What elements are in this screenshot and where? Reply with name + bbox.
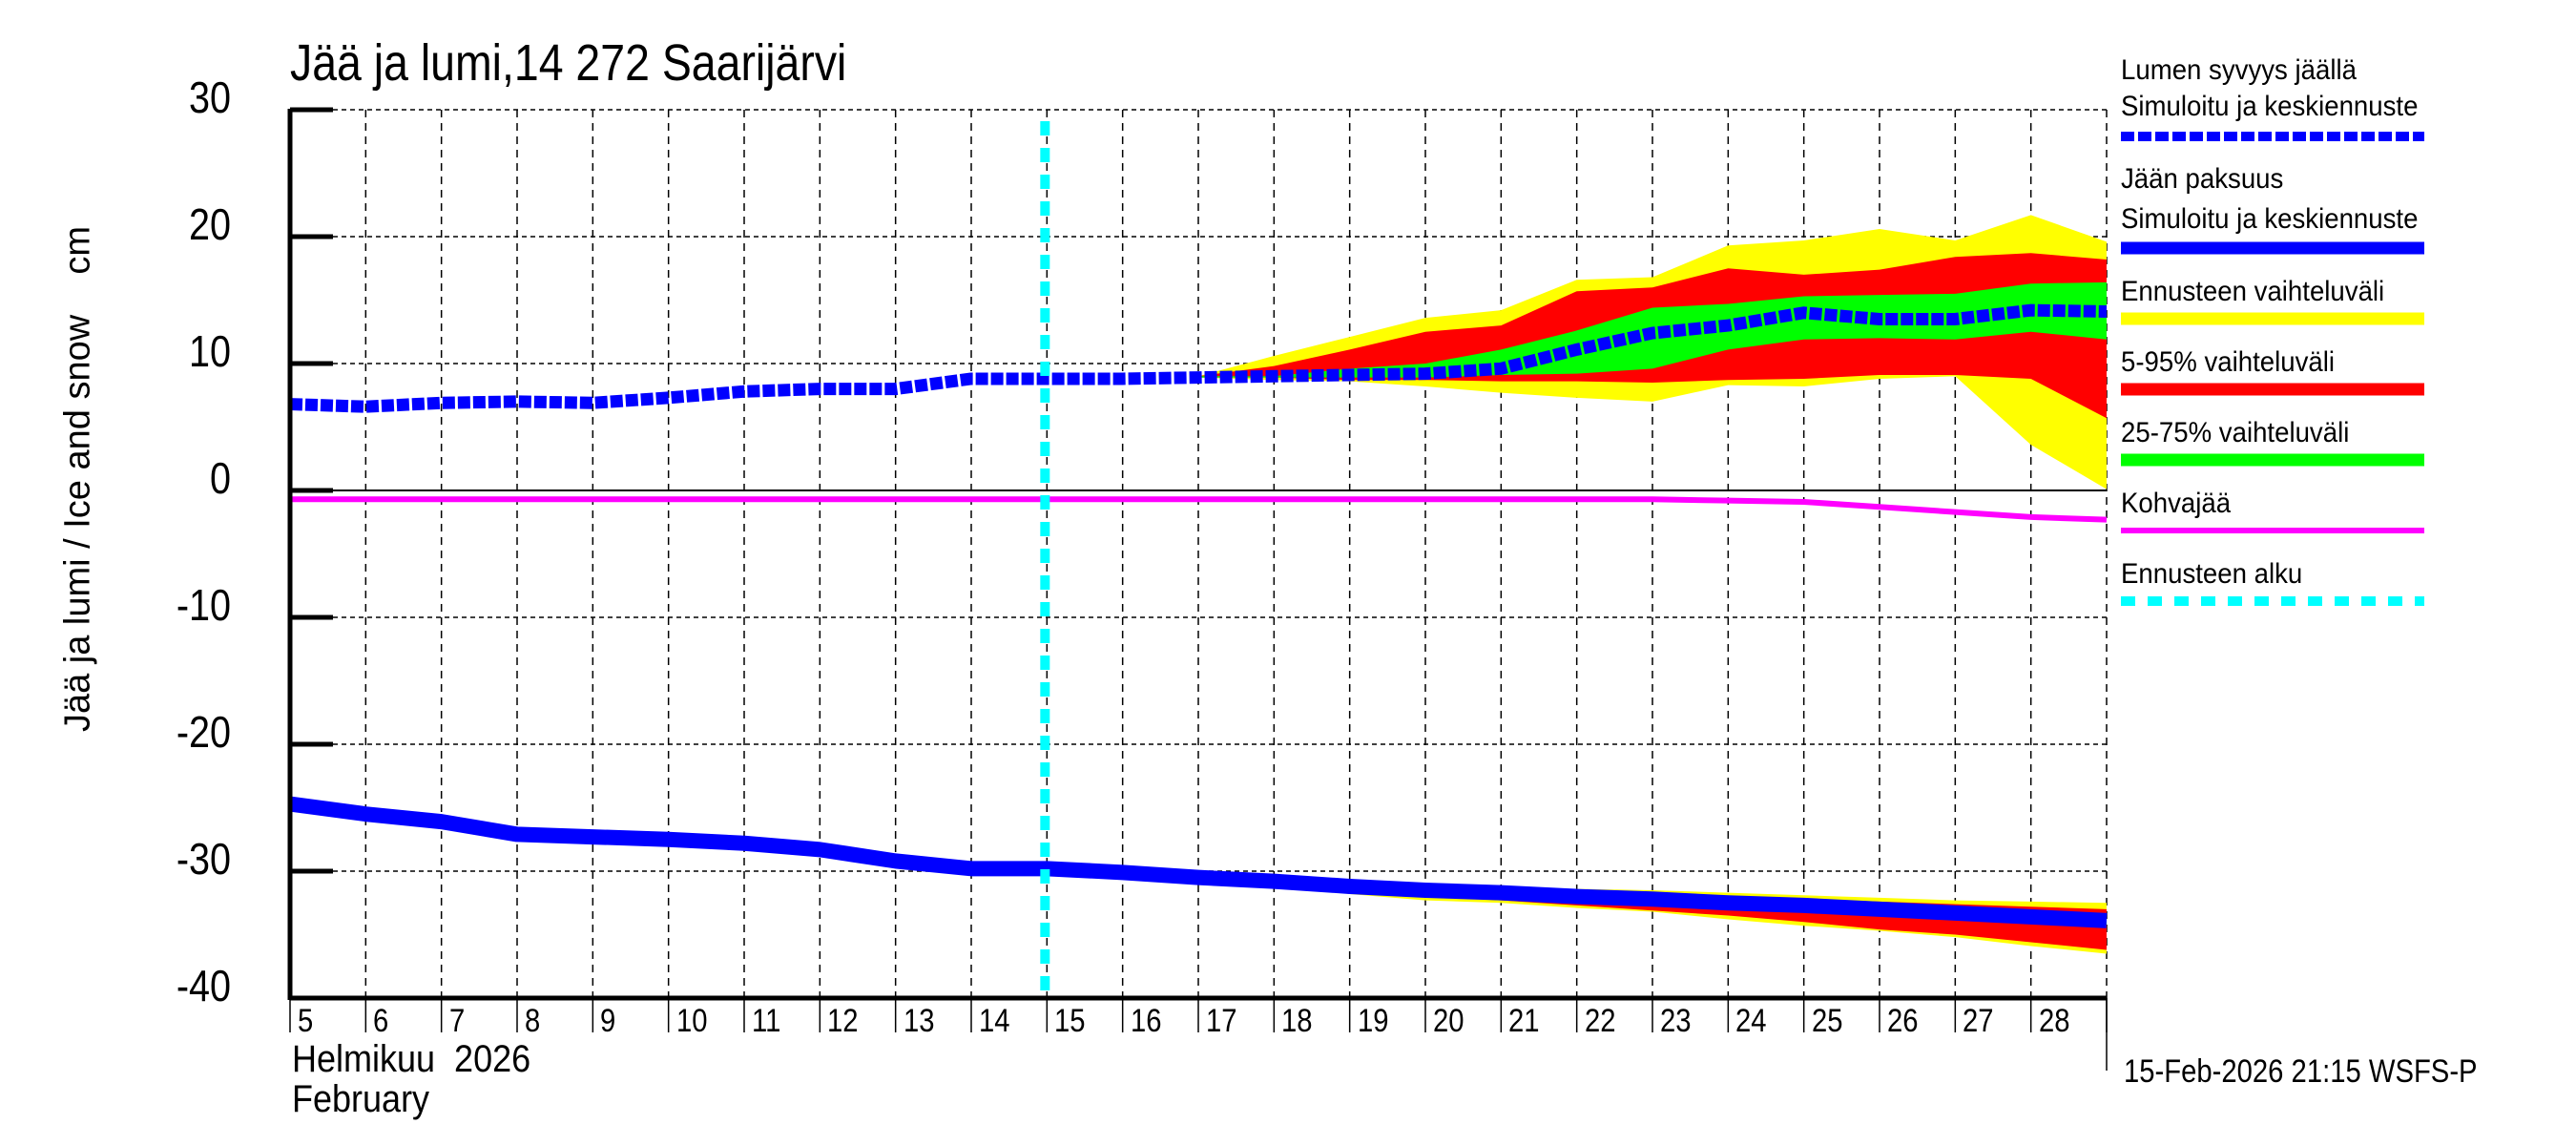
snow-depth-line: [289, 303, 2108, 413]
y-tick-label: 30: [188, 73, 231, 122]
legend-range-label: Ennusteen vaihteluväli: [2121, 276, 2385, 307]
x-tick-label: 14: [979, 1003, 1010, 1039]
x-tick-label: 16: [1130, 1003, 1162, 1039]
y-tick-label: -10: [176, 580, 231, 630]
chart-title: Jää ja lumi,14 272 Saarijärvi: [290, 34, 847, 92]
ice-thickness-line: [288, 796, 2108, 928]
legend-snow-title: Lumen syvyys jäällä: [2121, 54, 2357, 86]
legend-ice-title: Jään paksuus: [2121, 163, 2284, 195]
x-tick-label: 22: [1584, 1003, 1616, 1039]
y-tick-label: -30: [176, 834, 231, 884]
legend-snow-subtitle: Simuloitu ja keskiennuste: [2121, 91, 2419, 122]
y-tick-label: -40: [176, 961, 231, 1010]
x-tick-label: 26: [1887, 1003, 1919, 1039]
y-tick-label: 10: [188, 326, 231, 376]
legend-slush-label: Kohvajää: [2121, 488, 2232, 519]
x-tick-label: 24: [1735, 1003, 1767, 1039]
data-series: [288, 121, 2108, 998]
slush-ice-line: [290, 496, 2108, 523]
axes: [287, 107, 2108, 1071]
x-tick-label: 19: [1357, 1003, 1389, 1039]
x-tick-label: 21: [1508, 1003, 1540, 1039]
x-tick-label: 6: [373, 1003, 389, 1039]
x-tick-label: 5: [298, 1003, 314, 1039]
x-tick-label: 9: [600, 1003, 616, 1039]
x-tick-label: 15: [1054, 1003, 1086, 1039]
x-tick-label: 10: [675, 1003, 708, 1039]
y-tick-label: 0: [209, 453, 231, 503]
x-tick-label: 18: [1281, 1003, 1313, 1039]
month-label-fi: Helmikuu 2026: [292, 1038, 531, 1080]
x-tick-label: 28: [2038, 1003, 2070, 1039]
legend-p5-95-label: 5-95% vaihteluväli: [2121, 346, 2336, 378]
x-tick-label: 17: [1206, 1003, 1237, 1039]
x-tick-label: 23: [1660, 1003, 1692, 1039]
timestamp: 15-Feb-2026 21:15 WSFS-P: [2124, 1053, 2478, 1090]
x-tick-label: 11: [752, 1003, 781, 1039]
x-tick-label: 12: [827, 1003, 859, 1039]
legend-p25-75-label: 25-75% vaihteluväli: [2121, 417, 2350, 448]
legend-ice-subtitle: Simuloitu ja keskiennuste: [2121, 203, 2419, 235]
y-tick-label: -20: [176, 707, 231, 757]
x-tick-label: 8: [525, 1003, 541, 1039]
x-tick-label: 13: [903, 1003, 935, 1039]
x-tick-label: 25: [1811, 1003, 1843, 1039]
x-tick-label: 7: [448, 1003, 465, 1039]
x-tick-label: 27: [1963, 1003, 1994, 1039]
legend-forecast-start-label: Ennusteen alku: [2121, 558, 2303, 590]
y-axis-label: Jää ja lumi / Ice and snow cm: [57, 225, 98, 733]
month-label-en: February: [292, 1078, 430, 1120]
legend-swatches: [2121, 132, 2424, 606]
x-tick-label: 20: [1433, 1003, 1465, 1039]
y-tick-label: 20: [188, 199, 231, 249]
